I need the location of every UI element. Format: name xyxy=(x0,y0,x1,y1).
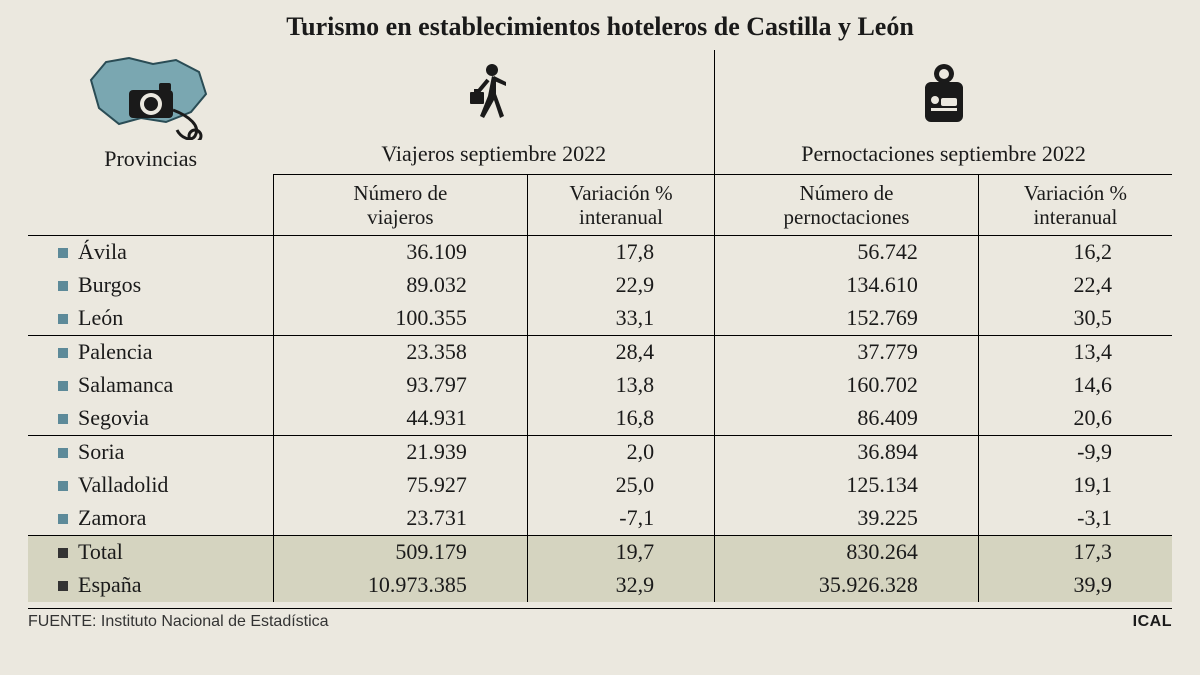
bullet-icon xyxy=(58,514,68,524)
cell-travelers: 75.927 xyxy=(273,469,527,502)
cell-travelers: 44.931 xyxy=(273,402,527,436)
table-row: Valladolid 75.92725,0125.13419,1 xyxy=(28,469,1172,502)
cell-travelers: 21.939 xyxy=(273,435,527,469)
table-row-total: Total 509.17919,7830.26417,3 xyxy=(28,535,1172,569)
cell-travelers-var: 13,8 xyxy=(527,369,714,402)
provinces-header: Provincias xyxy=(28,50,273,174)
cell-stays: 125.134 xyxy=(715,469,979,502)
province-name: Ávila xyxy=(78,239,127,264)
province-name: Zamora xyxy=(78,505,146,530)
cell-travelers: 36.109 xyxy=(273,235,527,269)
cell-stays-var: 17,3 xyxy=(978,535,1172,569)
cell-travelers: 23.358 xyxy=(273,335,527,369)
cell-stays: 37.779 xyxy=(715,335,979,369)
cell-stays-var: 39,9 xyxy=(978,569,1172,602)
cell-travelers: 93.797 xyxy=(273,369,527,402)
cell-travelers: 100.355 xyxy=(273,302,527,336)
traveler-icon xyxy=(466,62,522,126)
bullet-icon xyxy=(58,481,68,491)
table-row: León 100.35533,1152.76930,5 xyxy=(28,302,1172,336)
cell-stays-var: -9,9 xyxy=(978,435,1172,469)
province-name: Segovia xyxy=(78,405,149,430)
cell-stays-var: 14,6 xyxy=(978,369,1172,402)
group2-header: Pernoctaciones septiembre 2022 xyxy=(715,134,1172,174)
cell-stays: 830.264 xyxy=(715,535,979,569)
subheader-stays: Número depernoctaciones xyxy=(715,174,979,235)
group1-header: Viajeros septiembre 2022 xyxy=(273,134,714,174)
province-name: León xyxy=(78,305,123,330)
footer-source: FUENTE: Instituto Nacional de Estadístic… xyxy=(28,613,329,631)
table-row: Salamanca 93.79713,8160.70214,6 xyxy=(28,369,1172,402)
subheader-travelers-var: Variación %interanual xyxy=(527,174,714,235)
cell-travelers-var: 16,8 xyxy=(527,402,714,436)
bullet-icon xyxy=(58,314,68,324)
cell-stays: 160.702 xyxy=(715,369,979,402)
table-row: Burgos 89.03222,9134.61022,4 xyxy=(28,269,1172,302)
cell-stays: 56.742 xyxy=(715,235,979,269)
table-row: Zamora 23.731-7,139.225-3,1 xyxy=(28,502,1172,536)
cell-stays-var: 30,5 xyxy=(978,302,1172,336)
table-row: Palencia 23.35828,437.77913,4 xyxy=(28,335,1172,369)
bullet-icon xyxy=(58,248,68,258)
cell-stays-var: -3,1 xyxy=(978,502,1172,536)
footer: FUENTE: Instituto Nacional de Estadístic… xyxy=(28,608,1172,631)
cell-stays-var: 20,6 xyxy=(978,402,1172,436)
bullet-icon xyxy=(58,414,68,424)
cell-stays-var: 16,2 xyxy=(978,235,1172,269)
province-name: Salamanca xyxy=(78,372,173,397)
cell-travelers: 509.179 xyxy=(273,535,527,569)
bullet-icon xyxy=(58,381,68,391)
tourism-table: Provincias Viajeros septiembre 2022 xyxy=(28,50,1172,602)
province-name: Valladolid xyxy=(78,472,168,497)
provinces-label: Provincias xyxy=(42,146,259,172)
cell-stays: 134.610 xyxy=(715,269,979,302)
footer-brand: ICAL xyxy=(1133,613,1172,631)
cell-travelers: 89.032 xyxy=(273,269,527,302)
cell-stays-var: 19,1 xyxy=(978,469,1172,502)
subheader-stays-var: Variación %interanual xyxy=(978,174,1172,235)
cell-stays: 86.409 xyxy=(715,402,979,436)
cell-stays: 152.769 xyxy=(715,302,979,336)
cell-stays-var: 22,4 xyxy=(978,269,1172,302)
cell-travelers-var: 22,9 xyxy=(527,269,714,302)
table-row: Soria 21.9392,036.894-9,9 xyxy=(28,435,1172,469)
cell-stays: 35.926.328 xyxy=(715,569,979,602)
bullet-icon xyxy=(58,348,68,358)
cell-stays-var: 13,4 xyxy=(978,335,1172,369)
province-name: Burgos xyxy=(78,272,141,297)
cell-travelers-var: -7,1 xyxy=(527,502,714,536)
cell-travelers: 23.731 xyxy=(273,502,527,536)
table-row: Ávila 36.10917,856.74216,2 xyxy=(28,235,1172,269)
cell-travelers: 10.973.385 xyxy=(273,569,527,602)
bullet-icon xyxy=(58,281,68,291)
table-row-total: España 10.973.38532,935.926.32839,9 xyxy=(28,569,1172,602)
cell-stays: 39.225 xyxy=(715,502,979,536)
total-label: España xyxy=(78,572,142,597)
cell-travelers-var: 19,7 xyxy=(527,535,714,569)
table-row: Segovia 44.93116,886.40920,6 xyxy=(28,402,1172,436)
door-hanger-icon xyxy=(919,62,969,126)
cell-travelers-var: 33,1 xyxy=(527,302,714,336)
cell-travelers-var: 17,8 xyxy=(527,235,714,269)
province-name: Palencia xyxy=(78,339,153,364)
cell-travelers-var: 32,9 xyxy=(527,569,714,602)
province-name: Soria xyxy=(78,439,124,464)
total-label: Total xyxy=(78,539,123,564)
subheader-travelers: Número deviajeros xyxy=(273,174,527,235)
cell-travelers-var: 25,0 xyxy=(527,469,714,502)
cell-stays: 36.894 xyxy=(715,435,979,469)
page-title: Turismo en establecimientos hoteleros de… xyxy=(28,12,1172,42)
cell-travelers-var: 28,4 xyxy=(527,335,714,369)
map-camera-icon xyxy=(81,50,221,140)
bullet-icon xyxy=(58,448,68,458)
bullet-icon xyxy=(58,581,68,591)
cell-travelers-var: 2,0 xyxy=(527,435,714,469)
bullet-icon xyxy=(58,548,68,558)
